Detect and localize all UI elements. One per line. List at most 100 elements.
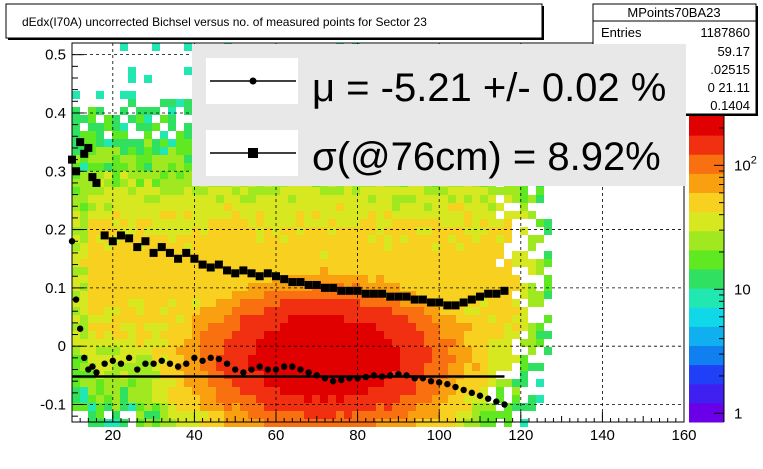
heatmap-cell bbox=[376, 251, 384, 259]
heatmap-cell bbox=[288, 395, 296, 403]
heatmap-cell bbox=[504, 411, 512, 419]
heatmap-cell bbox=[456, 403, 464, 411]
heatmap-cell bbox=[120, 155, 128, 163]
heatmap-cell bbox=[488, 379, 496, 387]
heatmap-cell bbox=[448, 387, 456, 395]
heatmap-cell bbox=[472, 411, 480, 419]
heatmap-cell bbox=[168, 315, 176, 323]
heatmap-cell bbox=[96, 131, 104, 139]
heatmap-cell bbox=[88, 155, 96, 163]
heatmap-cell bbox=[488, 203, 496, 211]
heatmap-cell bbox=[384, 259, 392, 267]
heatmap-cell bbox=[256, 419, 264, 427]
heatmap-cell bbox=[136, 363, 144, 371]
heatmap-cell bbox=[208, 259, 216, 267]
heatmap-cell bbox=[144, 299, 152, 307]
heatmap-cell bbox=[464, 315, 472, 323]
heatmap-cell bbox=[128, 315, 136, 323]
heatmap-cell bbox=[88, 419, 96, 427]
heatmap-cell bbox=[464, 387, 472, 395]
heatmap-cell bbox=[128, 403, 136, 411]
heatmap-cell bbox=[168, 211, 176, 219]
heatmap-cell bbox=[104, 227, 112, 235]
heatmap-cell bbox=[464, 307, 472, 315]
heatmap-cell bbox=[136, 371, 144, 379]
heatmap-cell bbox=[344, 227, 352, 235]
heatmap-cell bbox=[208, 347, 216, 355]
sigma-point bbox=[157, 243, 166, 252]
heatmap-cell bbox=[296, 355, 304, 363]
heatmap-cell bbox=[128, 155, 136, 163]
sigma-point bbox=[312, 280, 321, 289]
heatmap-cell bbox=[96, 299, 104, 307]
heatmap-cell bbox=[520, 307, 528, 315]
heatmap-cell bbox=[264, 411, 272, 419]
heatmap-cell bbox=[336, 419, 344, 427]
heatmap-cell bbox=[448, 323, 456, 331]
mean-point bbox=[207, 354, 214, 362]
heatmap-cell bbox=[224, 371, 232, 379]
heatmap-cell bbox=[448, 355, 456, 363]
heatmap-cell bbox=[424, 243, 432, 251]
heatmap-cell bbox=[320, 403, 328, 411]
heatmap-cell bbox=[376, 323, 384, 331]
heatmap-cell bbox=[168, 115, 176, 123]
heatmap-cell bbox=[296, 211, 304, 219]
heatmap-cell bbox=[304, 235, 312, 243]
heatmap-cell bbox=[176, 315, 184, 323]
heatmap-cell bbox=[336, 195, 344, 203]
heatmap-cell bbox=[248, 211, 256, 219]
heatmap-cell bbox=[72, 211, 80, 219]
heatmap-cell bbox=[288, 219, 296, 227]
heatmap-cell bbox=[320, 187, 328, 195]
heatmap-cell bbox=[480, 275, 488, 283]
heatmap-cell bbox=[176, 163, 184, 171]
heatmap-cell bbox=[472, 307, 480, 315]
heatmap-cell bbox=[416, 323, 424, 331]
heatmap-cell bbox=[424, 219, 432, 227]
heatmap-cell bbox=[416, 259, 424, 267]
heatmap-cell bbox=[104, 155, 112, 163]
heatmap-cell bbox=[512, 395, 520, 403]
heatmap-cell bbox=[456, 243, 464, 251]
heatmap-cell bbox=[152, 227, 160, 235]
heatmap-cell bbox=[328, 395, 336, 403]
heatmap-cell bbox=[232, 259, 240, 267]
x-tick-label: 60 bbox=[268, 427, 285, 444]
heatmap-cell bbox=[328, 331, 336, 339]
heatmap-cell bbox=[456, 387, 464, 395]
heatmap-cell bbox=[112, 387, 120, 395]
heatmap-cell bbox=[216, 315, 224, 323]
mean-point bbox=[354, 375, 361, 382]
heatmap-cell bbox=[472, 419, 480, 427]
heatmap-cell bbox=[176, 379, 184, 387]
heatmap-cell bbox=[144, 347, 152, 355]
heatmap-cell bbox=[184, 411, 192, 419]
heatmap-cell bbox=[184, 291, 192, 299]
heatmap-cell bbox=[528, 347, 536, 355]
heatmap-cell bbox=[464, 235, 472, 243]
heatmap-cell bbox=[504, 419, 512, 427]
heatmap-cell bbox=[176, 299, 184, 307]
heatmap-cell bbox=[344, 275, 352, 283]
heatmap-cell bbox=[264, 283, 272, 291]
heatmap-cell bbox=[280, 227, 288, 235]
heatmap-cell bbox=[360, 347, 368, 355]
heatmap-cell bbox=[80, 307, 88, 315]
heatmap-cell bbox=[424, 355, 432, 363]
heatmap-cell bbox=[496, 323, 504, 331]
heatmap-cell bbox=[408, 267, 416, 275]
heatmap-cell bbox=[256, 227, 264, 235]
heatmap-cell bbox=[72, 139, 80, 147]
mean-point bbox=[444, 380, 451, 388]
heatmap-cell bbox=[536, 195, 544, 203]
heatmap-cell bbox=[200, 379, 208, 387]
heatmap-cell bbox=[504, 195, 512, 203]
heatmap-cell bbox=[448, 275, 456, 283]
heatmap-cell bbox=[504, 227, 512, 235]
heatmap-cell bbox=[200, 187, 208, 195]
heatmap-cell bbox=[208, 403, 216, 411]
heatmap-cell bbox=[392, 323, 400, 331]
heatmap-cell bbox=[512, 187, 520, 195]
heatmap-cell bbox=[208, 323, 216, 331]
